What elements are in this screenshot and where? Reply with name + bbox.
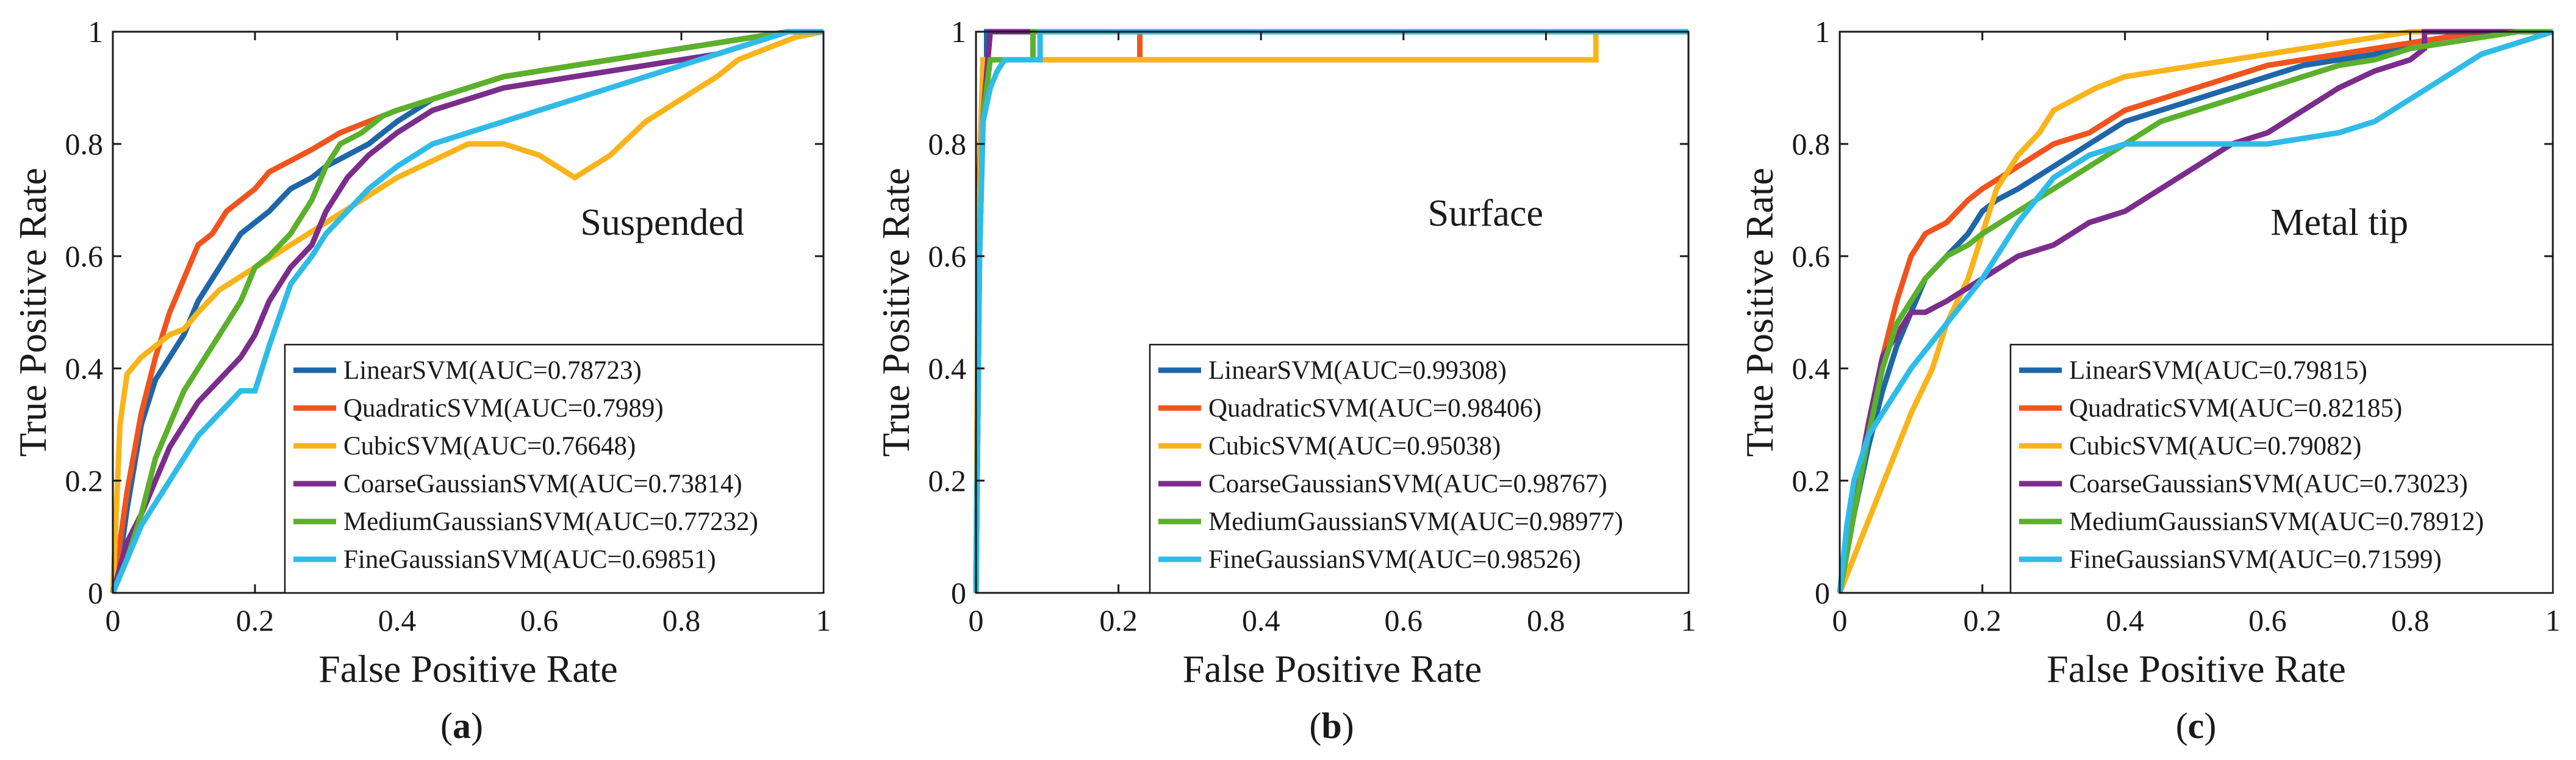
x-tick-label: 0 xyxy=(106,603,121,637)
y-axis-label: True Positive Rate xyxy=(874,168,917,457)
legend-label-MediumGaussianSVM: MediumGaussianSVM(AUC=0.77232) xyxy=(343,507,758,536)
legend-label-CubicSVM: CubicSVM(AUC=0.95038) xyxy=(1208,432,1501,461)
y-tick-label: 0.2 xyxy=(65,464,104,498)
panel-a: 0 0.2 0.4 0.6 0.8 1 0 0.2 0.4 0.6 0.8 1 False Positi… xyxy=(11,15,831,746)
caption-open: ( xyxy=(1309,706,1321,746)
x-tick-label: 0.6 xyxy=(520,603,559,637)
panel-caption: (c) xyxy=(2176,706,2217,746)
legend-label-MediumGaussianSVM: MediumGaussianSVM(AUC=0.98977) xyxy=(1208,507,1623,536)
y-axis-label: True Positive Rate xyxy=(11,168,54,457)
roc-line-QuadraticSVM xyxy=(1837,29,2553,593)
panel-caption: (b) xyxy=(1309,706,1354,746)
x-tick-label: 0.2 xyxy=(1099,603,1138,637)
y-axis-label: True Positive Rate xyxy=(1738,168,1781,457)
x-tick-label: 0.2 xyxy=(1964,603,2002,637)
y-tick-label: 0 xyxy=(1815,576,1830,610)
x-tick-label: 0.4 xyxy=(2106,603,2144,637)
y-tick-label: 0.4 xyxy=(1792,351,1831,385)
caption-open: ( xyxy=(440,706,453,746)
legend-label-CoarseGaussianSVM: CoarseGaussianSVM(AUC=0.73814) xyxy=(343,470,742,498)
x-tick-label: 0.8 xyxy=(1527,603,1565,637)
x-axis-label: False Positive Rate xyxy=(2047,647,2346,690)
caption-letter: b xyxy=(1321,706,1341,746)
series-lines-c xyxy=(1837,29,2554,594)
panel-annotation: Surface xyxy=(1428,193,1543,234)
roc-line-CubicSVM xyxy=(110,29,824,593)
roc-line-MediumGaussianSVM xyxy=(1837,29,2553,593)
caption-open: ( xyxy=(2176,706,2188,746)
legend-label-CubicSVM: CubicSVM(AUC=0.76648) xyxy=(343,432,636,461)
x-tick-label: 0 xyxy=(1832,603,1848,637)
legend-label-LinearSVM: LinearSVM(AUC=0.79815) xyxy=(2069,356,2367,385)
axis-ticks-a: 0 0.2 0.4 0.6 0.8 1 0 0.2 0.4 0.6 0.8 1 xyxy=(65,15,831,637)
roc-line-FineGaussianSVM xyxy=(110,29,823,594)
roc-line-CoarseGaussianSVM xyxy=(110,29,823,594)
y-tick-label: 0 xyxy=(88,576,103,610)
y-tick-label: 0.2 xyxy=(1792,464,1831,498)
y-tick-label: 1 xyxy=(1815,15,1830,49)
x-tick-label: 0.4 xyxy=(378,603,417,637)
legend-label-MediumGaussianSVM: MediumGaussianSVM(AUC=0.78912) xyxy=(2069,507,2484,536)
y-tick-label: 0.6 xyxy=(1792,239,1831,273)
x-axis-label: False Positive Rate xyxy=(318,647,618,690)
series-lines-a xyxy=(110,29,824,594)
legend-label-FineGaussianSVM: FineGaussianSVM(AUC=0.98526) xyxy=(1208,545,1581,574)
panel-annotation: Suspended xyxy=(580,202,744,243)
x-tick-label: 0.6 xyxy=(2248,603,2287,637)
y-tick-label: 0.8 xyxy=(928,127,967,161)
legend-label-QuadraticSVM: QuadraticSVM(AUC=0.82185) xyxy=(2069,394,2402,423)
y-tick-label: 0.2 xyxy=(928,464,967,498)
x-tick-label: 0.6 xyxy=(1385,603,1423,637)
panel-c: 0 0.2 0.4 0.6 0.8 1 0 0.2 0.4 0.6 0.8 1 False Positi… xyxy=(1738,15,2561,746)
y-tick-label: 0 xyxy=(951,576,966,610)
legend-b: LinearSVM(AUC=0.99308) QuadraticSVM(AUC=0… xyxy=(1149,343,1690,594)
y-tick-label: 0.6 xyxy=(928,239,967,273)
legend-label-FineGaussianSVM: FineGaussianSVM(AUC=0.71599) xyxy=(2069,545,2442,574)
legend-a: LinearSVM(AUC=0.78723) QuadraticSVM(AUC=0… xyxy=(284,343,825,594)
legend-label-CubicSVM: CubicSVM(AUC=0.79082) xyxy=(2069,432,2361,461)
legend-c: LinearSVM(AUC=0.79815) QuadraticSVM(AUC=0… xyxy=(2009,343,2554,594)
caption-close: ) xyxy=(1342,706,1354,746)
legend-label-LinearSVM: LinearSVM(AUC=0.78723) xyxy=(343,356,642,385)
x-tick-label: 1 xyxy=(2546,603,2561,637)
caption-close: ) xyxy=(471,706,483,746)
axis-ticks-b: 0 0.2 0.4 0.6 0.8 1 0 0.2 0.4 0.6 0.8 1 xyxy=(928,15,1696,637)
y-tick-label: 0.8 xyxy=(1792,127,1831,161)
legend-label-LinearSVM: LinearSVM(AUC=0.99308) xyxy=(1208,356,1507,385)
roc-line-FineGaussianSVM xyxy=(973,29,1688,593)
roc-line-MediumGaussianSVM xyxy=(110,29,823,594)
legend-label-CoarseGaussianSVM: CoarseGaussianSVM(AUC=0.98767) xyxy=(1208,470,1607,498)
x-tick-label: 0.8 xyxy=(2391,603,2430,637)
legend-label-QuadraticSVM: QuadraticSVM(AUC=0.7989) xyxy=(343,394,664,423)
legend-label-FineGaussianSVM: FineGaussianSVM(AUC=0.69851) xyxy=(343,545,716,574)
y-tick-label: 1 xyxy=(951,15,966,49)
legend-box xyxy=(2009,343,2554,594)
panel-b: 0 0.2 0.4 0.6 0.8 1 0 0.2 0.4 0.6 0.8 1 False Positi… xyxy=(874,15,1696,746)
caption-close: ) xyxy=(2204,706,2216,746)
caption-letter: c xyxy=(2188,706,2205,746)
roc-line-FineGaussianSVM xyxy=(1837,29,2554,593)
x-axis-label: False Positive Rate xyxy=(1183,647,1482,690)
legend-box xyxy=(1149,343,1690,594)
x-tick-label: 0.4 xyxy=(1242,603,1280,637)
legend-label-QuadraticSVM: QuadraticSVM(AUC=0.98406) xyxy=(1208,394,1541,423)
legend-box xyxy=(284,343,825,594)
x-tick-label: 0.8 xyxy=(662,603,701,637)
y-tick-label: 0.4 xyxy=(928,351,967,385)
x-tick-label: 1 xyxy=(1681,603,1696,637)
y-tick-label: 1 xyxy=(88,15,103,49)
panel-caption: (a) xyxy=(440,706,483,746)
x-tick-label: 0 xyxy=(969,603,984,637)
y-tick-label: 0.4 xyxy=(65,351,104,385)
x-tick-label: 1 xyxy=(816,603,831,637)
caption-letter: a xyxy=(453,706,471,746)
y-tick-label: 0.8 xyxy=(65,127,104,161)
y-tick-label: 0.6 xyxy=(65,239,104,273)
legend-label-CoarseGaussianSVM: CoarseGaussianSVM(AUC=0.73023) xyxy=(2069,470,2468,498)
panel-annotation: Metal tip xyxy=(2270,202,2408,243)
x-tick-label: 0.2 xyxy=(236,603,274,637)
